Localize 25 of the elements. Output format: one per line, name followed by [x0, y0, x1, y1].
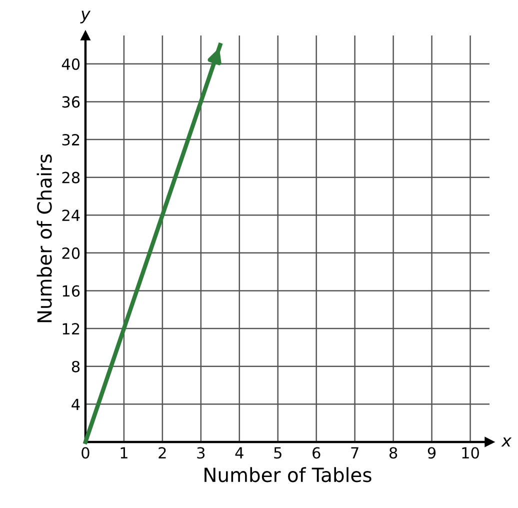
y-tick-label: 4 — [72, 398, 80, 410]
y-tick-label: 20 — [62, 247, 80, 259]
x-tick-label: 9 — [428, 447, 436, 459]
y-tick-label: 32 — [62, 134, 80, 146]
text: x — [501, 437, 512, 447]
y-axis-title: Number of Chairs — [36, 154, 52, 322]
y-tick-label: 16 — [62, 285, 80, 297]
x-tick-label: 2 — [158, 447, 166, 458]
x-tick-label: 6 — [312, 447, 320, 459]
y-tick-label: 12 — [62, 323, 80, 334]
x-tick-label: 4 — [235, 447, 244, 458]
y-tick-label: 24 — [62, 210, 80, 221]
x-axis-title: Number of Tables — [204, 467, 372, 482]
x-tick-label: 3 — [197, 447, 205, 459]
x-tick-label: 10 — [462, 447, 479, 459]
x-tick-label: 8 — [389, 447, 398, 459]
x-tick-label: 1 — [120, 447, 128, 458]
x-tick-label: 5 — [274, 447, 282, 459]
y-tick-label: 28 — [62, 172, 80, 184]
x-tick-label: 7 — [351, 447, 358, 458]
y-tick-label: 8 — [72, 360, 80, 372]
text: y — [80, 10, 91, 24]
y-tick-label: 36 — [62, 96, 80, 108]
y-tick-label: 40 — [62, 58, 80, 70]
x-tick-label: 0 — [82, 447, 90, 459]
